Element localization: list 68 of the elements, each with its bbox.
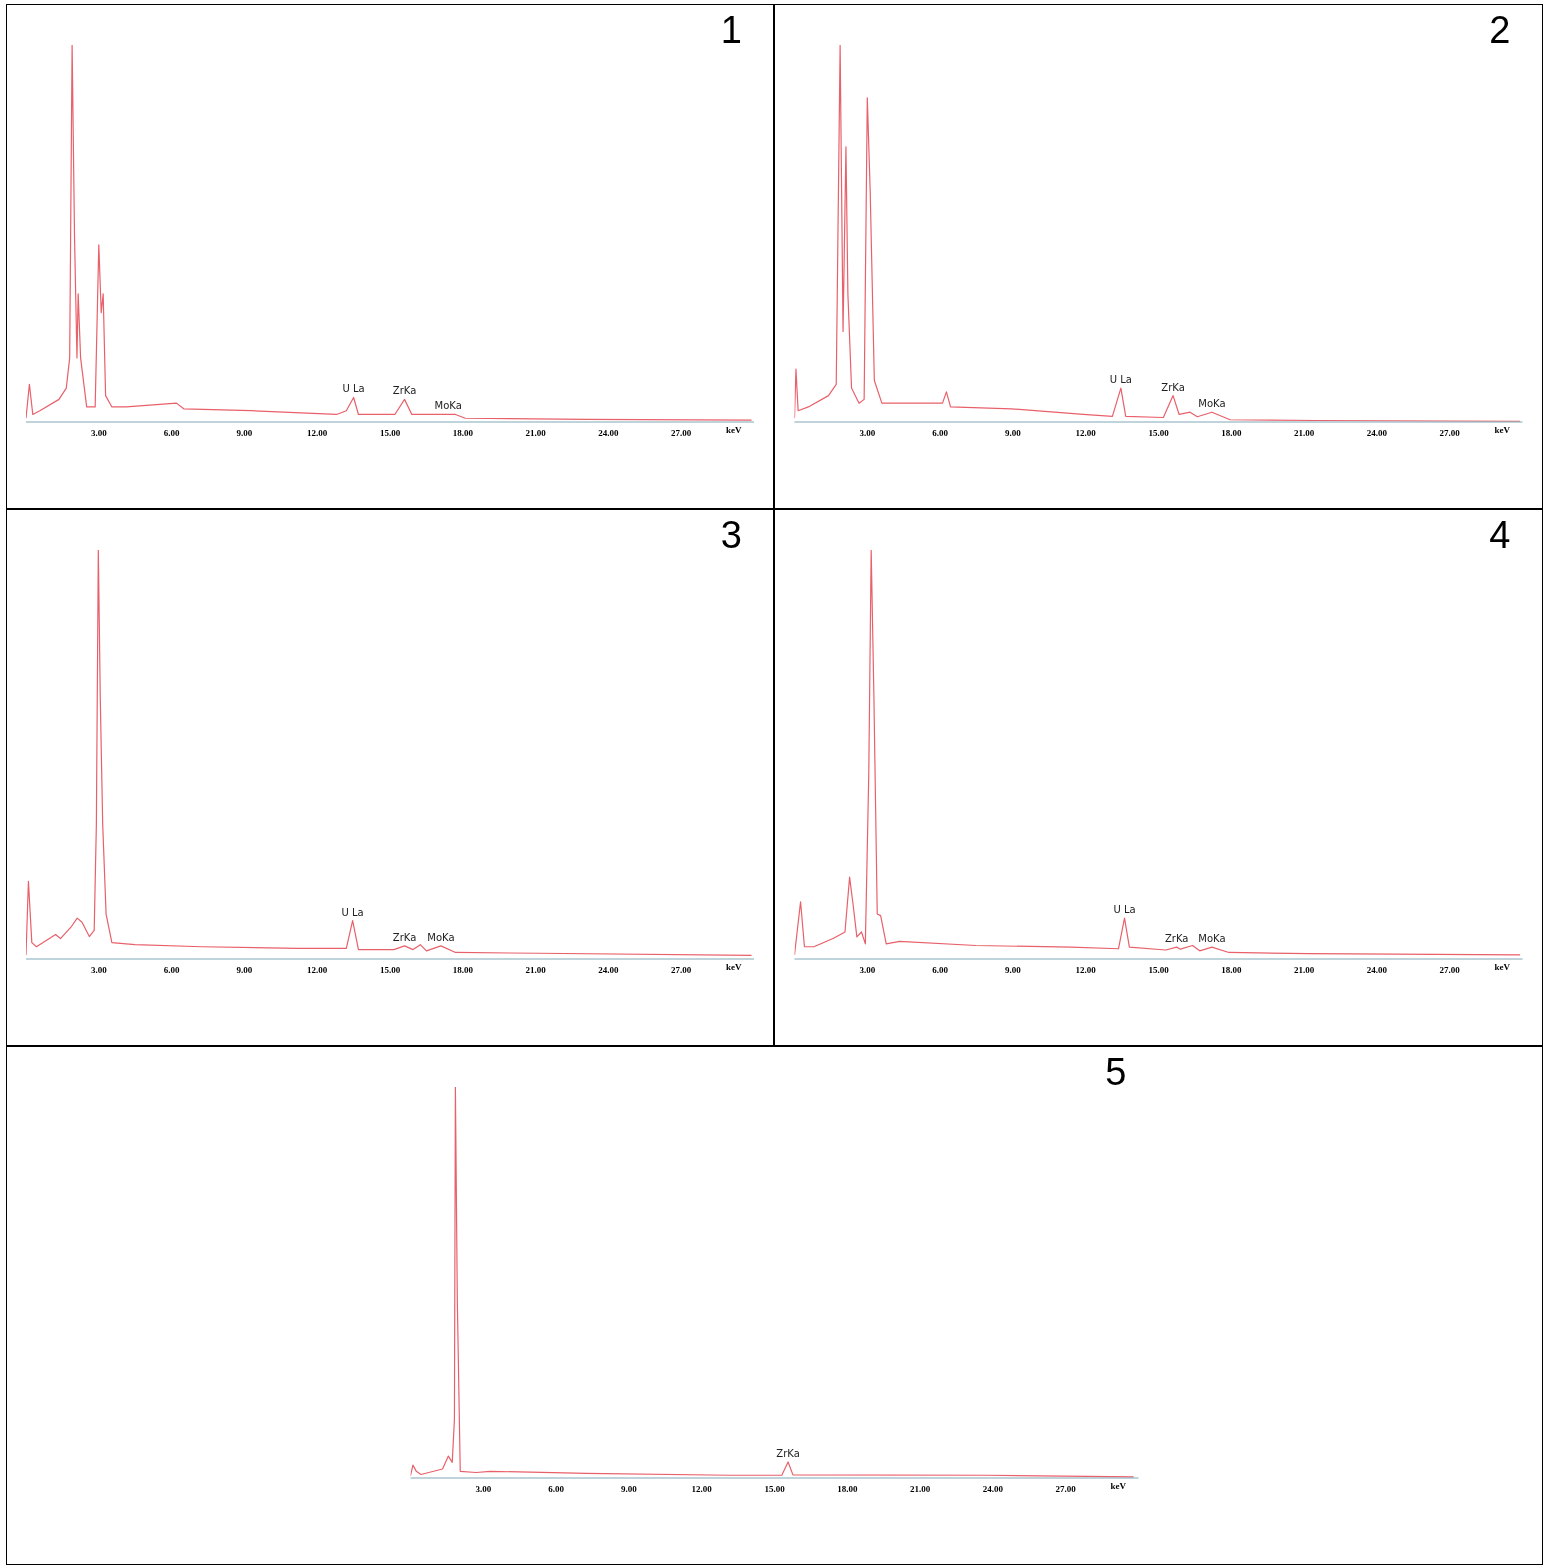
x-tick-label: 21.00 bbox=[525, 428, 547, 439]
x-tick-label: 15.00 bbox=[1148, 428, 1170, 439]
x-tick-label: 12.00 bbox=[691, 1484, 713, 1495]
x-tick-label: 9.00 bbox=[236, 965, 253, 976]
x-tick-label: 24.00 bbox=[1366, 965, 1388, 976]
chart-title: 3 bbox=[720, 514, 742, 557]
annotation: MoKa bbox=[1198, 933, 1226, 945]
x-tick-label: 3.00 bbox=[475, 1484, 492, 1495]
annotation: ZrKa bbox=[776, 1447, 800, 1459]
annotation: U La bbox=[1113, 904, 1136, 916]
x-tick-label: 21.00 bbox=[909, 1484, 931, 1495]
x-tick-label: 6.00 bbox=[932, 965, 949, 976]
x-tick-label: 15.00 bbox=[764, 1484, 786, 1495]
x-tick-label: 18.00 bbox=[1221, 428, 1242, 439]
x-tick-label: 15.00 bbox=[379, 965, 401, 976]
x-axis-title: keV bbox=[1110, 1481, 1126, 1491]
x-tick-label: 27.00 bbox=[1055, 1484, 1077, 1495]
x-tick-label: 12.00 bbox=[307, 965, 328, 976]
x-tick-label: 12.00 bbox=[307, 428, 328, 439]
x-tick-label: 24.00 bbox=[1366, 428, 1388, 439]
x-tick-label: 3.00 bbox=[90, 965, 108, 976]
annotation: MoKa bbox=[427, 931, 455, 943]
annotation: ZrKa bbox=[392, 385, 417, 397]
x-tick-label: 24.00 bbox=[982, 1484, 1004, 1495]
chart-title: 4 bbox=[1489, 514, 1511, 557]
x-tick-label: 6.00 bbox=[163, 428, 180, 439]
x-tick-label: 6.00 bbox=[548, 1484, 565, 1495]
x-tick-label: 21.00 bbox=[1293, 965, 1315, 976]
x-tick-label: 15.00 bbox=[379, 428, 401, 439]
chart-title: 2 bbox=[1489, 9, 1511, 52]
annotation: MoKa bbox=[434, 400, 462, 412]
x-tick-label: 18.00 bbox=[837, 1484, 858, 1495]
x-axis-title: keV bbox=[726, 425, 742, 435]
x-tick-label: 24.00 bbox=[598, 428, 620, 439]
x-tick-label: 18.00 bbox=[452, 428, 474, 439]
x-tick-label: 18.00 bbox=[452, 965, 474, 976]
x-tick-label: 15.00 bbox=[1148, 965, 1170, 976]
x-tick-label: 27.00 bbox=[1439, 428, 1461, 439]
x-tick-label: 3.00 bbox=[90, 428, 108, 439]
annotation: U La bbox=[1109, 374, 1132, 386]
annotation: ZrKa bbox=[1164, 933, 1189, 945]
x-tick-label: 27.00 bbox=[671, 428, 692, 439]
x-tick-label: 21.00 bbox=[1293, 428, 1315, 439]
chart-title: 1 bbox=[720, 9, 742, 52]
x-tick-label: 9.00 bbox=[1005, 965, 1022, 976]
x-tick-label: 6.00 bbox=[932, 428, 949, 439]
x-axis-title: keV bbox=[1494, 425, 1510, 435]
annotation: MoKa bbox=[1198, 398, 1226, 410]
x-tick-label: 12.00 bbox=[1075, 428, 1097, 439]
x-tick-label: 3.00 bbox=[859, 965, 876, 976]
x-tick-label: 3.00 bbox=[859, 428, 876, 439]
x-tick-label: 27.00 bbox=[671, 965, 692, 976]
x-tick-label: 21.00 bbox=[525, 965, 547, 976]
x-tick-label: 27.00 bbox=[1439, 965, 1461, 976]
x-tick-label: 18.00 bbox=[1221, 965, 1242, 976]
annotation: U La bbox=[341, 906, 364, 918]
annotation: ZrKa bbox=[392, 931, 417, 943]
x-tick-label: 24.00 bbox=[598, 965, 620, 976]
x-tick-label: 9.00 bbox=[621, 1484, 638, 1495]
x-tick-label: 6.00 bbox=[163, 965, 180, 976]
x-tick-label: 12.00 bbox=[1075, 965, 1097, 976]
chart-title: 5 bbox=[1105, 1051, 1127, 1094]
annotation: ZrKa bbox=[1161, 381, 1185, 393]
x-tick-label: 9.00 bbox=[1005, 428, 1022, 439]
x-axis-title: keV bbox=[726, 962, 742, 972]
x-axis-title: keV bbox=[1494, 962, 1510, 972]
x-tick-label: 9.00 bbox=[236, 428, 253, 439]
annotation: U La bbox=[342, 383, 365, 395]
